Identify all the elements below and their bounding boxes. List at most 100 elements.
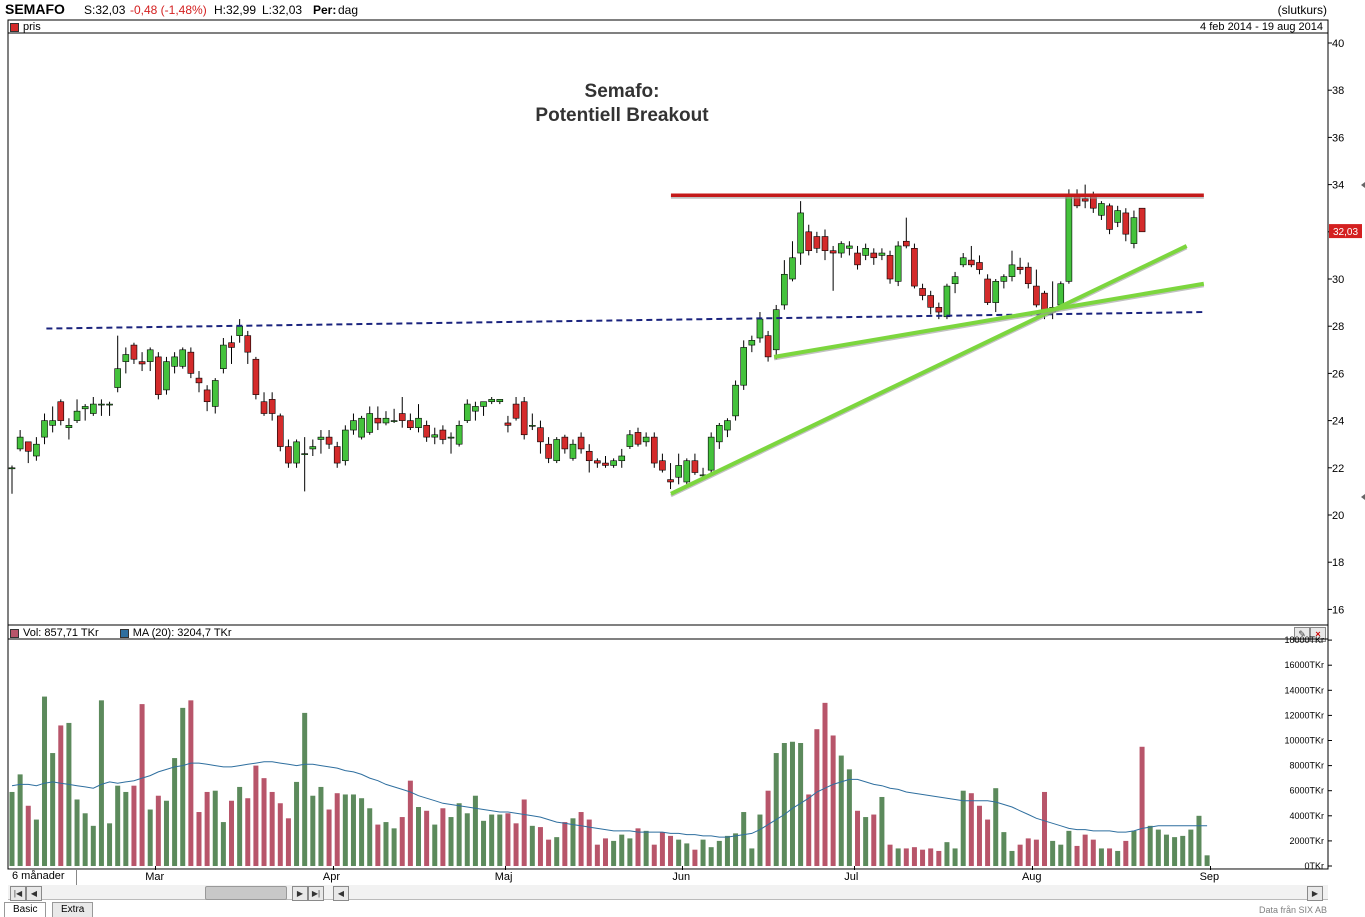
candle-body bbox=[707, 436, 715, 471]
price-tick-label: 24 bbox=[1332, 416, 1344, 428]
candle-body bbox=[968, 259, 975, 266]
zoom-out-next-icon[interactable]: ▶ bbox=[1307, 886, 1323, 901]
candle bbox=[155, 352, 162, 400]
candle-body bbox=[390, 420, 398, 422]
candle bbox=[220, 338, 227, 374]
candle bbox=[163, 356, 170, 395]
volume-bar bbox=[814, 729, 820, 866]
candle-body bbox=[878, 252, 886, 256]
period-value[interactable]: dag bbox=[338, 3, 359, 17]
volume-axis: 18000TKr 16000TKr 14000TKr 12000TKr 10000TKr… bbox=[1284, 635, 1332, 871]
candle-body bbox=[122, 354, 130, 362]
price-panel-frame bbox=[7, 19, 1329, 626]
candle-body bbox=[480, 401, 487, 407]
candle-body bbox=[1065, 196, 1073, 282]
candle bbox=[57, 399, 65, 426]
candle bbox=[447, 432, 455, 454]
volume-bar bbox=[310, 795, 316, 866]
volume-bar bbox=[155, 795, 161, 866]
month-tick bbox=[682, 866, 684, 870]
close-icon[interactable]: × bbox=[1310, 627, 1326, 642]
candle bbox=[805, 224, 813, 256]
candle-body bbox=[187, 351, 195, 374]
candle-body bbox=[472, 406, 479, 412]
price-tick-label: 26 bbox=[1332, 368, 1344, 380]
price-axis: 40 38 36 34 32 30 28 26 24 22 20 18 16 bbox=[1328, 38, 1365, 616]
candle-body bbox=[781, 273, 788, 306]
candle bbox=[764, 330, 772, 362]
volume-bar bbox=[25, 805, 31, 866]
candle bbox=[959, 253, 967, 268]
candle-body bbox=[138, 361, 146, 365]
volume-bar bbox=[659, 832, 665, 866]
price-tick-label: 20 bbox=[1332, 510, 1344, 522]
candle-body bbox=[545, 443, 552, 459]
candle bbox=[325, 430, 333, 449]
candle bbox=[553, 437, 561, 464]
candle-body bbox=[577, 436, 585, 450]
volume-bar bbox=[594, 844, 600, 866]
price-mode-label[interactable]: (slutkurs) bbox=[1277, 3, 1327, 17]
candle bbox=[943, 283, 951, 320]
volume-bar bbox=[944, 842, 950, 866]
next-icon[interactable]: ▶ bbox=[292, 886, 308, 901]
candle bbox=[1000, 274, 1008, 289]
volume-bar bbox=[1139, 746, 1145, 866]
candle bbox=[504, 415, 512, 433]
volume-bar bbox=[489, 814, 495, 866]
volume-bar bbox=[342, 794, 348, 866]
volume-bar bbox=[757, 814, 763, 866]
candle-body bbox=[1000, 276, 1008, 282]
candle bbox=[73, 399, 81, 423]
last-icon[interactable]: ▶| bbox=[308, 886, 324, 901]
candle bbox=[65, 418, 73, 440]
candle bbox=[854, 245, 861, 270]
period-button[interactable]: 6 månader bbox=[12, 870, 65, 882]
candle bbox=[675, 453, 682, 485]
candle-body bbox=[1098, 203, 1105, 216]
candle bbox=[927, 290, 934, 315]
candle bbox=[496, 399, 504, 405]
month-label: Mar bbox=[145, 871, 165, 883]
month-label: Jun bbox=[672, 871, 691, 883]
date-range-label: 4 feb 2014 - 19 aug 2014 bbox=[1200, 21, 1323, 33]
candle-body bbox=[276, 415, 284, 447]
candle bbox=[244, 330, 252, 364]
volume-bar bbox=[188, 700, 194, 866]
candle-body bbox=[976, 262, 983, 270]
zoom-out-prev-icon[interactable]: ◀ bbox=[333, 886, 349, 901]
month-label: Apr bbox=[322, 871, 340, 883]
prev-icon[interactable]: ◀ bbox=[26, 886, 42, 901]
volume-bar bbox=[993, 788, 999, 866]
volume-bar bbox=[196, 812, 202, 866]
tab-extra[interactable]: Extra bbox=[52, 902, 94, 917]
timeline-divider bbox=[76, 869, 77, 885]
volume-tick-label: 2000TKr bbox=[1289, 836, 1324, 846]
volume-bar bbox=[627, 838, 633, 866]
scrollbar-thumb[interactable] bbox=[205, 886, 287, 900]
ma-legend-swatch bbox=[119, 628, 129, 638]
candle-body bbox=[992, 281, 1000, 303]
volume-bar bbox=[472, 795, 478, 866]
candle-body bbox=[252, 358, 260, 395]
candle bbox=[98, 399, 105, 416]
candle-body bbox=[512, 403, 520, 419]
price-tick-label: 16 bbox=[1332, 604, 1344, 616]
tab-basic[interactable]: Basic bbox=[4, 902, 47, 917]
candle bbox=[707, 432, 715, 473]
candle-body bbox=[1138, 207, 1146, 233]
candle bbox=[1016, 257, 1024, 275]
volume-bar bbox=[9, 791, 15, 866]
price-tick-label: 28 bbox=[1332, 321, 1344, 333]
candle-body bbox=[260, 401, 268, 414]
first-icon[interactable]: |◀ bbox=[10, 886, 26, 901]
volume-bar bbox=[261, 778, 267, 866]
volume-bar bbox=[1204, 855, 1210, 866]
candle bbox=[358, 415, 365, 440]
volume-bar bbox=[350, 794, 356, 866]
wrench-icon[interactable]: ✎ bbox=[1294, 627, 1310, 642]
candle bbox=[480, 401, 487, 416]
volume-bar bbox=[107, 823, 113, 866]
candle bbox=[667, 463, 674, 490]
candle-body bbox=[325, 436, 333, 445]
